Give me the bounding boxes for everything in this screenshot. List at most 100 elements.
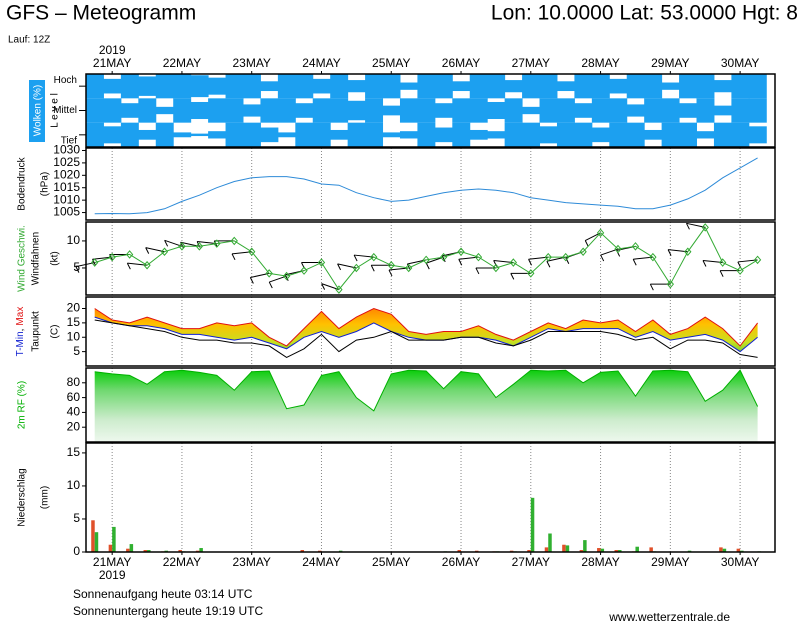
cloud-cell (696, 74, 715, 99)
panel-marks (94, 148, 758, 220)
wind-speed-point (544, 252, 552, 262)
x-tick-label: 25MAY (372, 56, 410, 70)
wind-speed-point (719, 258, 727, 267)
cloud-cell (591, 74, 610, 99)
cloud-cell (487, 131, 506, 139)
x-tick-label: 30MAY (721, 555, 759, 569)
temp-line (94, 319, 758, 358)
wind-speed-point (666, 279, 675, 289)
x-tick-label: 26MAY (442, 555, 480, 569)
cloud-cell (330, 74, 349, 99)
precip-bar (614, 550, 619, 552)
y-tick-label: 0 (73, 544, 80, 558)
cloud-cell (399, 98, 418, 123)
wind-speed-point (614, 244, 622, 254)
panel-border (85, 296, 776, 367)
tmax-label: Max (15, 307, 26, 326)
precip-bar (635, 546, 639, 552)
y-tick-label: 20 (67, 419, 81, 433)
cloud-cell (452, 98, 471, 123)
cloud-cell (556, 81, 575, 92)
cloud-cell (522, 122, 541, 147)
cloud-cell (382, 74, 401, 99)
wind-barb-flag (649, 283, 654, 291)
cloud-cell (120, 74, 139, 99)
cloud-cell (452, 81, 471, 92)
cloud-cell (591, 98, 610, 123)
cloud-cell (86, 122, 104, 147)
cloud-cell (731, 74, 750, 99)
panel-title: Wolken (%) (33, 85, 44, 137)
y-tick-label: 1030 (53, 143, 80, 157)
y-label: (hPa) (40, 172, 51, 196)
wind-speed-point (282, 271, 291, 281)
wind-speed-point (160, 247, 169, 257)
wind-speed-point (248, 247, 256, 257)
wind-speed-point (753, 255, 762, 265)
cloud-cell (208, 77, 227, 95)
y-tick-label: 5 (73, 260, 80, 274)
wind-barb-flag (249, 277, 254, 284)
cloud-cell (469, 129, 488, 140)
separator: , (15, 329, 26, 332)
panel-title: 2m RF (%) (17, 381, 28, 429)
wind-barb (180, 241, 200, 247)
cloud-cell (696, 98, 715, 123)
cloud-cell (312, 98, 331, 123)
cloud-cell (417, 98, 436, 123)
x-tick-label: 29MAY (651, 56, 689, 70)
cloud-cell (103, 126, 122, 144)
cloud-cell (748, 126, 767, 144)
precip-bar (178, 550, 182, 552)
wind-barb-flag (458, 259, 463, 266)
cloud-cell (86, 98, 104, 123)
wind-speed-point (736, 266, 744, 275)
cloud-cell (626, 122, 645, 147)
cloud-cell (731, 98, 750, 123)
cloud-cell (644, 98, 663, 123)
y-tick-label: 1010 (53, 192, 80, 206)
level-label: Hoch (54, 75, 77, 86)
panel-border (85, 73, 776, 148)
wind-barb-flag (475, 267, 480, 275)
wind-speed-point (265, 269, 273, 278)
wind-barb (337, 263, 357, 269)
cloud-cell (609, 122, 628, 147)
panel-border (85, 147, 776, 221)
cloud-cell (469, 74, 488, 99)
x-tick-label: 21MAY (93, 555, 131, 569)
panel (86, 148, 775, 220)
wind-speed-point (405, 263, 413, 273)
wind-speed-point (335, 285, 343, 294)
cloud-cell (713, 122, 732, 147)
wind-barb-label: Windfahnen (31, 232, 42, 285)
wind-speed-point (422, 255, 430, 265)
x-tick-label: 23MAY (232, 56, 270, 70)
cloud-cell (556, 98, 575, 123)
cloud-cell (86, 74, 104, 99)
cloud-cell (644, 74, 663, 99)
cloud-cell (365, 122, 384, 147)
cloud-cell (748, 98, 767, 123)
y-label: L e v e l (50, 93, 61, 128)
cloud-cell (434, 127, 453, 143)
cloud-cell (260, 98, 279, 123)
temp-line (94, 307, 758, 347)
wind-barb (407, 259, 427, 265)
panel-marks (86, 74, 767, 147)
wind-barb-flag (719, 270, 724, 277)
cloud-cell (469, 98, 488, 123)
precip-bar (126, 548, 130, 552)
precip-bar (722, 548, 727, 552)
temp-range (94, 308, 758, 352)
precip-bar (583, 540, 587, 552)
cloud-cell (556, 122, 575, 147)
wind-barb-flag (231, 253, 236, 261)
cloud-cell (696, 131, 715, 139)
cloud-cell (225, 98, 244, 123)
precip-bar (719, 547, 723, 552)
cloud-cell (679, 74, 698, 99)
wind-speed-point (596, 228, 605, 238)
x-tick-label: 24MAY (302, 555, 340, 569)
wind-speed-point (509, 258, 518, 267)
